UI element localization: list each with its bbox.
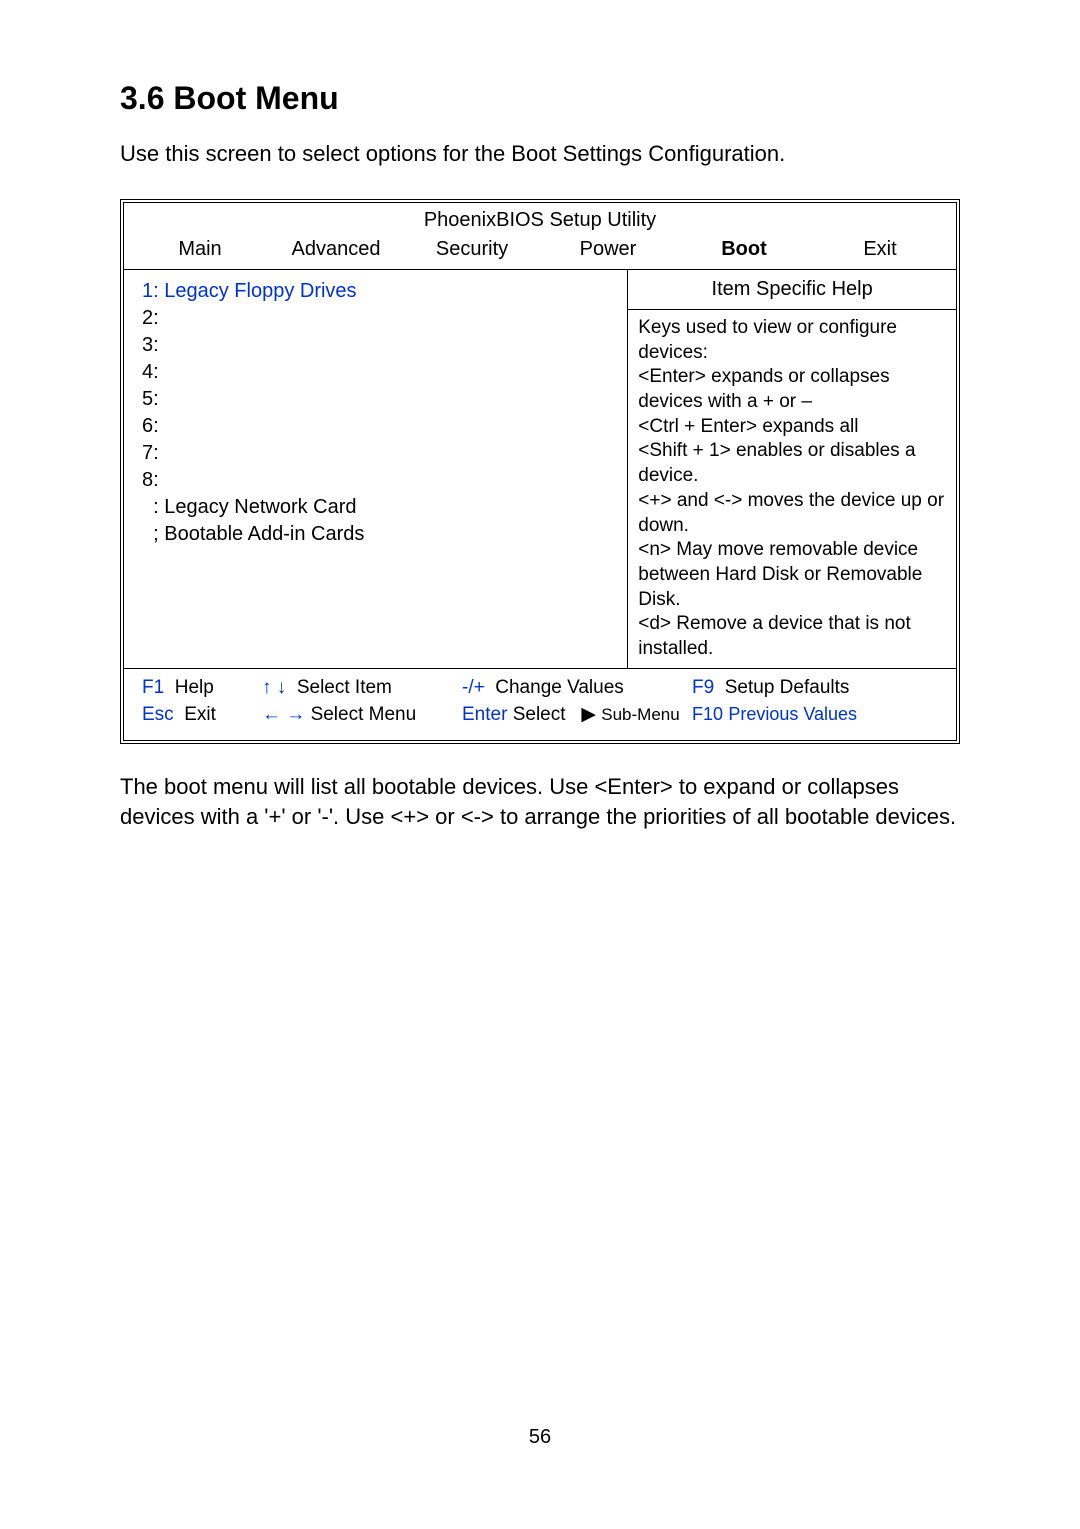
- page-number: 56: [0, 1426, 1080, 1449]
- tab-power[interactable]: Power: [540, 236, 676, 263]
- label-submenu: Sub-Menu: [601, 705, 679, 724]
- label-previous-values: Previous Values: [728, 702, 857, 726]
- label-exit: Exit: [184, 704, 216, 725]
- key-f9: F9: [692, 675, 714, 701]
- outro-paragraph: The boot menu will list all bootable dev…: [120, 772, 960, 831]
- tab-boot[interactable]: Boot: [676, 236, 812, 263]
- boot-item[interactable]: 2:: [142, 305, 617, 332]
- bios-footer: F1 Help ↑ ↓ Select Item -/+ Change Value…: [124, 669, 956, 740]
- bios-main-area: 1: Legacy Floppy Drives 2: 3: 4: 5: 6: 7…: [124, 270, 956, 669]
- key-arrows-ud: ↑ ↓: [262, 675, 286, 701]
- help-panel: Item Specific Help Keys used to view or …: [628, 270, 956, 668]
- boot-item[interactable]: 8:: [142, 467, 617, 494]
- section-title: 3.6 Boot Menu: [120, 80, 960, 117]
- label-select-item: Select Item: [297, 677, 392, 698]
- key-enter: Enter: [462, 702, 507, 728]
- intro-paragraph: Use this screen to select options for th…: [120, 141, 960, 167]
- tab-advanced[interactable]: Advanced: [268, 236, 404, 263]
- label-setup-defaults: Setup Defaults: [725, 677, 850, 698]
- help-body: Keys used to view or configure devices: …: [628, 310, 956, 668]
- footer-row-2: Esc Exit ← → Select Menu Enter Select ▶ …: [142, 702, 946, 728]
- bios-title: PhoenixBIOS Setup Utility: [124, 203, 956, 236]
- key-f10: F10: [692, 702, 723, 726]
- boot-item[interactable]: 5:: [142, 386, 617, 413]
- footer-row-1: F1 Help ↑ ↓ Select Item -/+ Change Value…: [142, 675, 946, 701]
- bios-menu-bar: Main Advanced Security Power Boot Exit: [124, 236, 956, 270]
- boot-item-addin[interactable]: ; Bootable Add-in Cards: [142, 521, 617, 548]
- key-esc: Esc: [142, 702, 174, 728]
- boot-item-1[interactable]: 1: Legacy Floppy Drives: [142, 278, 617, 305]
- tab-security[interactable]: Security: [404, 236, 540, 263]
- key-f1: F1: [142, 675, 164, 701]
- label-select: Select: [513, 704, 566, 725]
- boot-device-list[interactable]: 1: Legacy Floppy Drives 2: 3: 4: 5: 6: 7…: [124, 270, 628, 668]
- triangle-icon: ▶: [581, 704, 596, 725]
- label-help: Help: [175, 677, 214, 698]
- label-select-menu: Select Menu: [311, 704, 417, 725]
- boot-item[interactable]: 4:: [142, 359, 617, 386]
- key-plusminus: -/+: [462, 675, 485, 701]
- key-arrows-lr: ← →: [262, 702, 305, 728]
- label-change-values: Change Values: [495, 677, 624, 698]
- boot-item[interactable]: 6:: [142, 413, 617, 440]
- boot-item[interactable]: 7:: [142, 440, 617, 467]
- bios-setup-box: PhoenixBIOS Setup Utility Main Advanced …: [120, 199, 960, 744]
- boot-item[interactable]: 3:: [142, 332, 617, 359]
- tab-main[interactable]: Main: [132, 236, 268, 263]
- boot-item-network[interactable]: : Legacy Network Card: [142, 494, 617, 521]
- help-title: Item Specific Help: [628, 270, 956, 310]
- tab-exit[interactable]: Exit: [812, 236, 948, 263]
